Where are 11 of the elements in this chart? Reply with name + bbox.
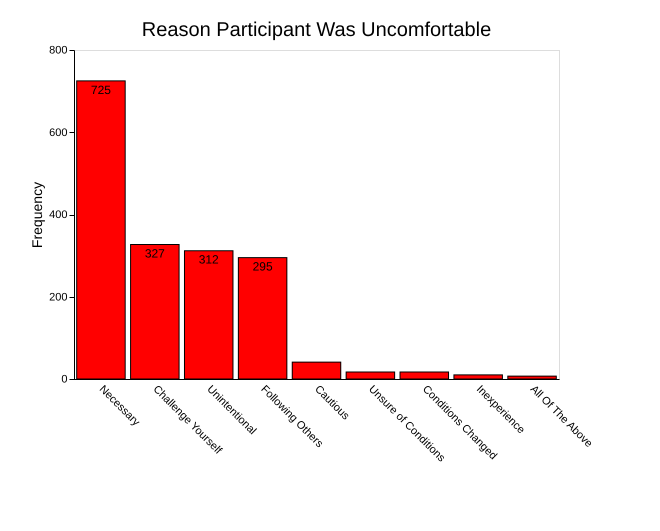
y-tick-label: 800 xyxy=(49,44,68,56)
data-label: 725 xyxy=(90,82,112,97)
chart-title: Reason Participant Was Uncomfortable xyxy=(142,19,492,41)
y-tick-label: 400 xyxy=(49,209,68,221)
y-tick-label: 200 xyxy=(49,291,68,304)
y-axis-title: Frequency xyxy=(29,182,46,248)
data-label: 312 xyxy=(198,252,220,267)
data-label: 327 xyxy=(144,246,166,261)
y-tick-label: 600 xyxy=(49,126,68,139)
data-label: 295 xyxy=(252,260,273,274)
y-tick-label: 0 xyxy=(61,374,68,386)
